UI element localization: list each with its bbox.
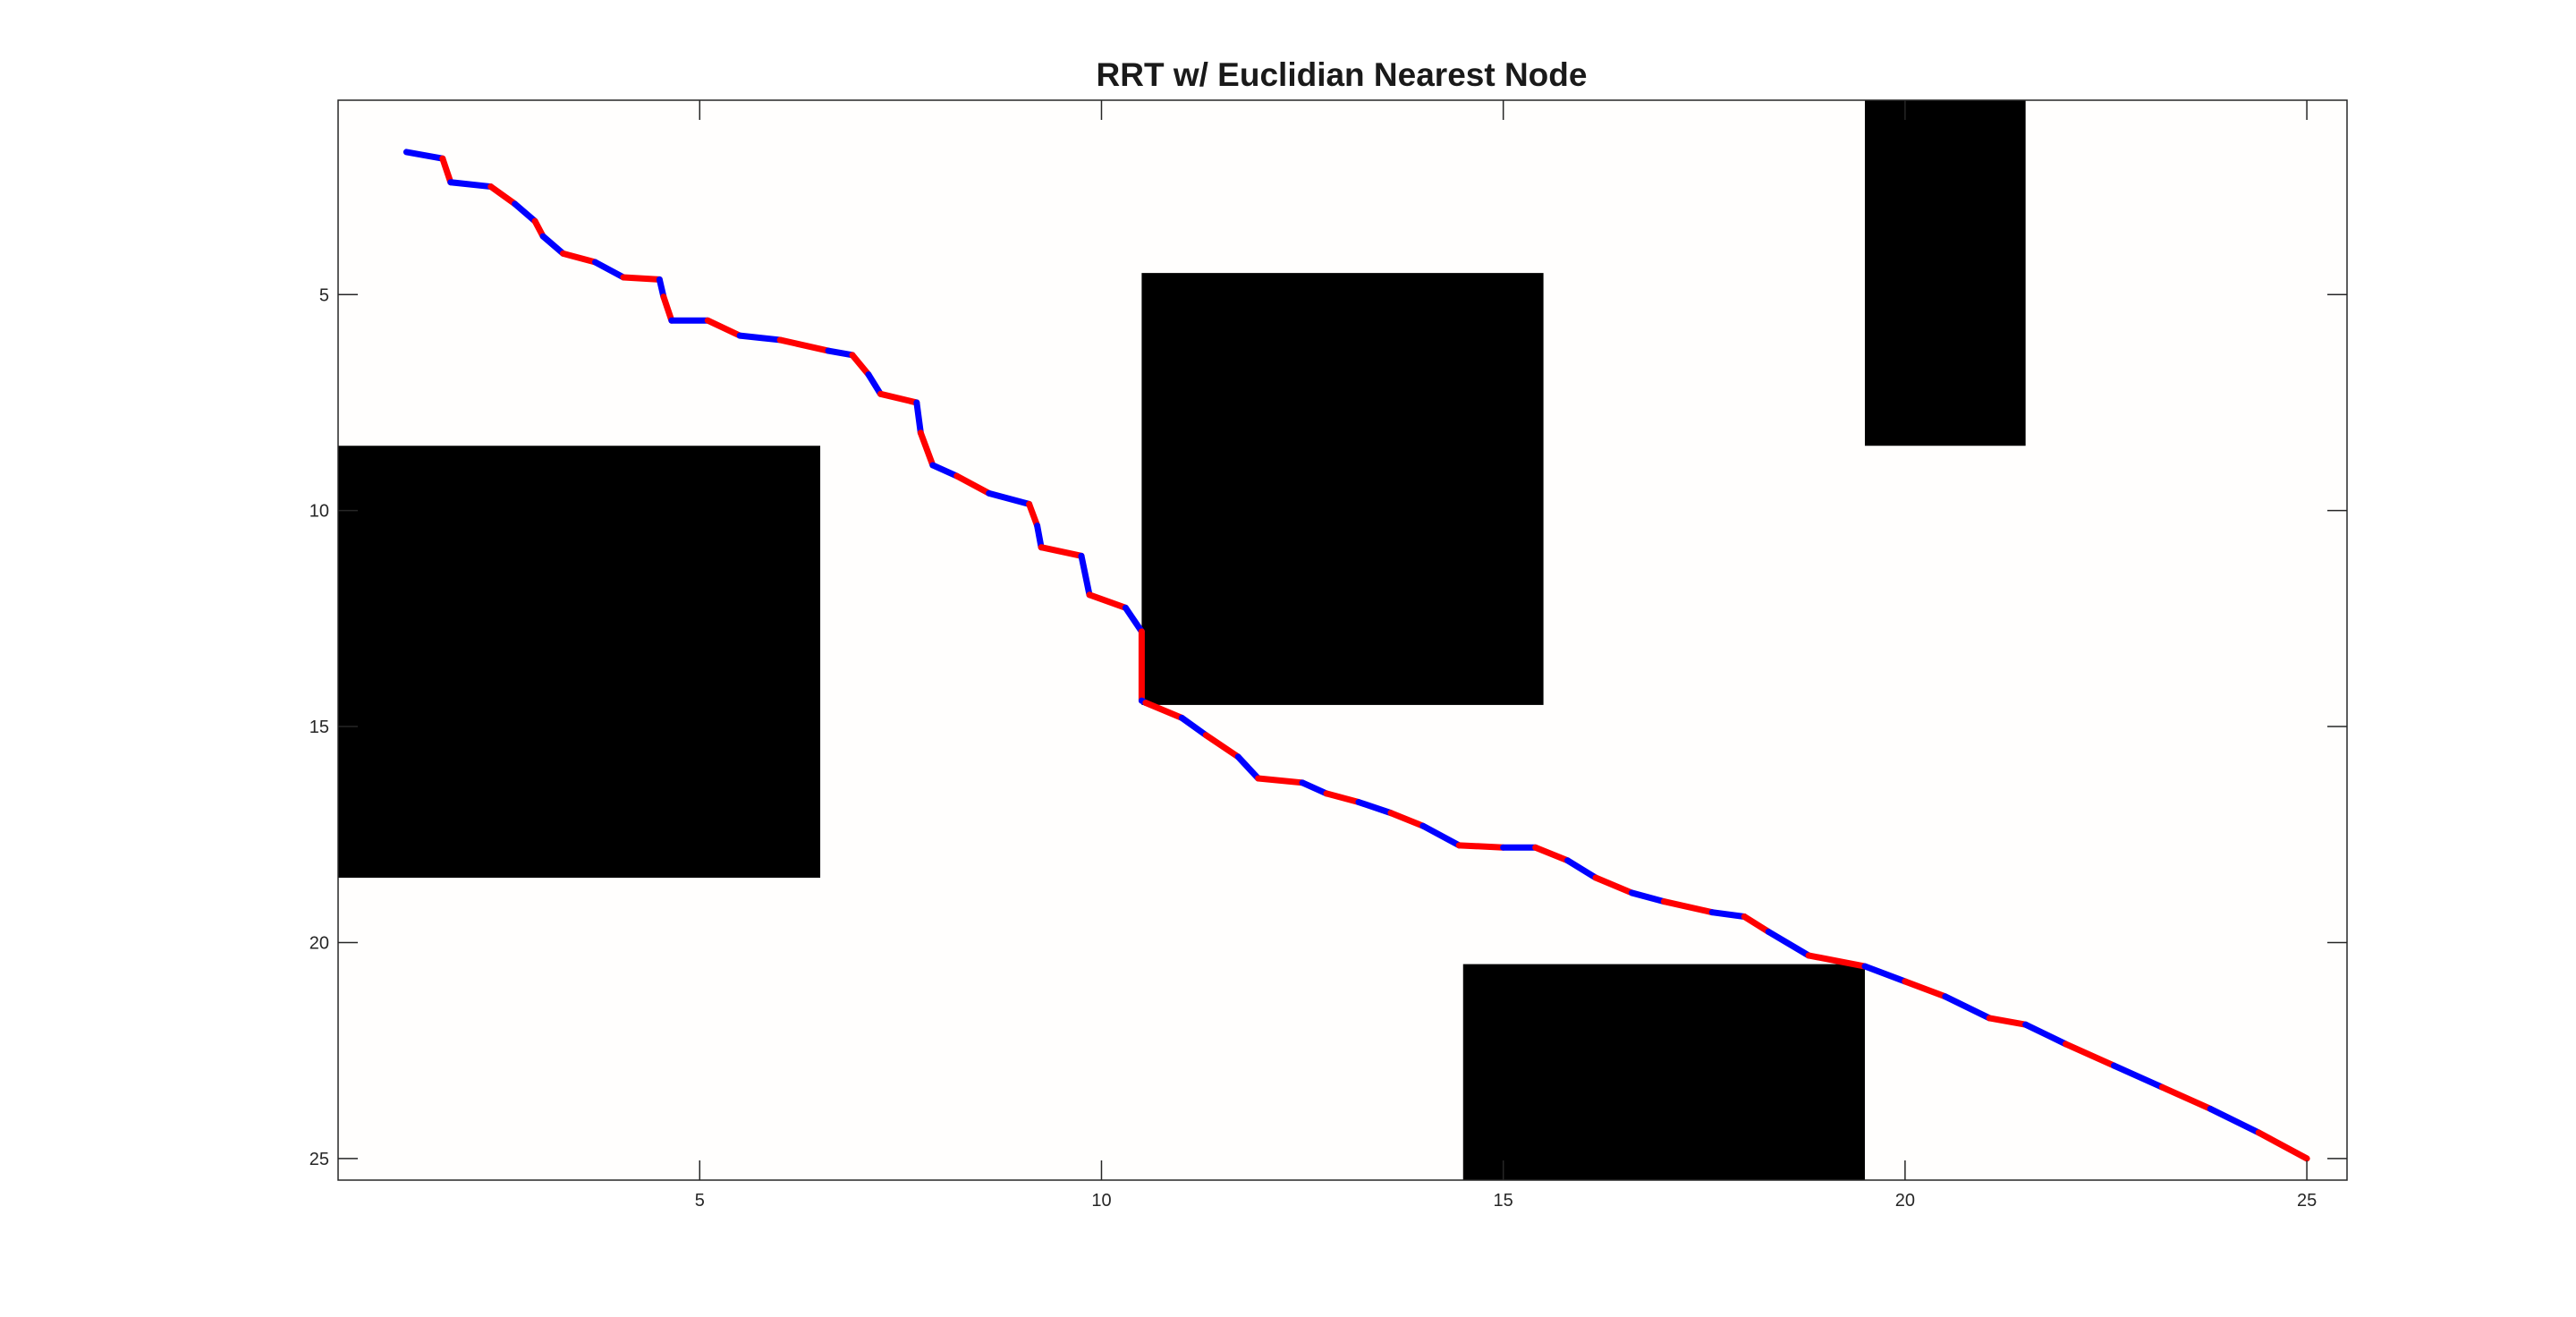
path-layer — [402, 149, 2310, 1162]
path-segment — [539, 233, 567, 257]
path-segment — [1026, 500, 1041, 530]
axes-box — [337, 99, 2348, 1181]
path-segment — [2255, 1129, 2310, 1162]
path-segment — [1902, 978, 1949, 1000]
path-segment — [913, 399, 924, 437]
path-segment — [1861, 963, 1909, 985]
path-segment — [1564, 857, 1599, 881]
path-segment — [825, 347, 856, 359]
path-segment — [1765, 928, 1812, 959]
path-segment — [1142, 700, 1185, 721]
obstacle-1 — [338, 446, 821, 879]
path-segment — [560, 250, 598, 266]
path-segment — [865, 371, 884, 397]
path-segment — [704, 317, 743, 339]
y-tick-label: 20 — [309, 933, 329, 953]
y-tick-label: 15 — [309, 718, 329, 737]
y-tick-label: 5 — [319, 285, 329, 305]
path-segment — [1741, 913, 1772, 935]
path-segment — [1708, 909, 1748, 920]
obstacle-2 — [1141, 273, 1544, 705]
path-segment — [1805, 952, 1868, 970]
x-tick-label: 10 — [1091, 1191, 1111, 1211]
y-tick-label: 10 — [309, 502, 329, 522]
path-segment — [1178, 714, 1209, 739]
path-segment — [1038, 544, 1085, 559]
x-tick-label: 5 — [695, 1191, 705, 1211]
path-segment — [487, 183, 519, 208]
chart-title: RRT w/ Euclidian Nearest Node — [1097, 56, 1588, 93]
path-segment — [1122, 604, 1145, 635]
path-segment — [1202, 732, 1241, 760]
obstacle-3 — [1864, 100, 2026, 446]
path-segment — [1234, 753, 1262, 782]
path-segment — [439, 155, 454, 186]
path-segment — [953, 472, 993, 497]
path-segment — [877, 390, 920, 406]
x-tick-label: 25 — [2297, 1191, 2317, 1211]
path-segment — [1299, 779, 1330, 797]
path-segment — [591, 259, 627, 281]
y-tick-label: 25 — [309, 1150, 329, 1169]
path-segment — [849, 352, 872, 378]
obstacles-layer — [338, 100, 2026, 1180]
path-segment — [1078, 552, 1093, 599]
path-segment — [1942, 993, 1993, 1022]
path-segment — [512, 200, 538, 225]
path-segment — [1986, 1015, 2029, 1028]
path-segment — [929, 462, 961, 480]
path-segment — [1387, 810, 1427, 829]
path-segment — [1086, 591, 1129, 611]
path-segment — [1592, 874, 1635, 896]
path-segment — [2158, 1083, 2214, 1112]
path-segment — [736, 332, 784, 344]
path-segment — [2207, 1105, 2262, 1136]
path-segment — [2110, 1062, 2165, 1091]
path-segment — [986, 489, 1033, 507]
path-segment — [1660, 898, 1716, 916]
x-tick-label: 15 — [1494, 1191, 1513, 1211]
path-segment — [1419, 822, 1462, 849]
x-tick-label: 20 — [1895, 1191, 1915, 1211]
path-segment — [620, 274, 663, 283]
path-segment — [660, 293, 675, 324]
path-segment — [2063, 1041, 2117, 1069]
ticks-layer: 5 10 15 20 25 5 10 15 20 25 — [309, 100, 2347, 1211]
path-segment — [1532, 844, 1572, 864]
path-segment — [1455, 842, 1507, 851]
path-segment — [402, 149, 446, 162]
path-segment — [447, 179, 495, 191]
obstacle-4 — [1462, 964, 1865, 1180]
path-segment — [1628, 889, 1667, 905]
path-segment — [1255, 775, 1306, 786]
path-segment — [776, 336, 832, 354]
path-segment — [2022, 1021, 2070, 1048]
path-segment — [917, 429, 936, 469]
path-segment — [1034, 523, 1045, 551]
path-segment — [1355, 799, 1394, 817]
path-segment — [1323, 790, 1362, 806]
